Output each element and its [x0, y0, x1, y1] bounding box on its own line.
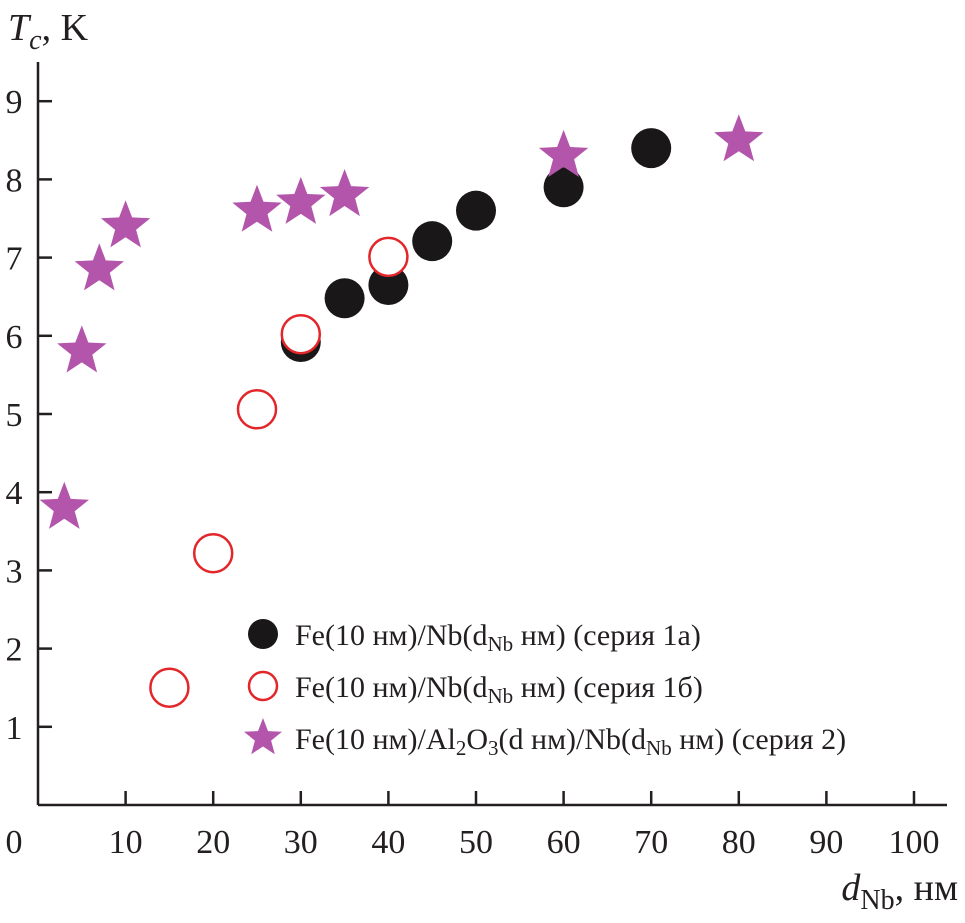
data-point-s2: [74, 243, 124, 291]
y-tick-label: 3: [6, 553, 23, 590]
data-point-s1b: [236, 389, 278, 430]
legend: Fe(10 нм)/Nb(dNb нм) (серия 1а) Fe(10 нм…: [244, 619, 846, 760]
data-point-s2: [232, 184, 282, 232]
legend-label-series-1b: Fe(10 нм)/Nb(dNb нм) (серия 1б): [295, 671, 703, 708]
legend-entry-series-2: Fe(10 нм)/Al2O3(d нм)/Nb(dNb нм) (серия …: [244, 718, 846, 760]
legend-marker-filled-circle: [248, 619, 278, 649]
data-point-s1b: [192, 532, 234, 574]
data-point-s1a: [412, 221, 453, 262]
legend-entry-series-1b: Fe(10 нм)/Nb(dNb нм) (серия 1б): [247, 670, 703, 708]
data-point-s1b: [280, 313, 322, 355]
x-tick-label: 20: [196, 824, 230, 861]
y-tick-label: 7: [6, 241, 23, 278]
x-axis-title-sub: Nb: [860, 885, 894, 916]
series-s2: [39, 114, 764, 529]
x-axis-title-unit: , нм: [895, 867, 958, 909]
data-point-s1a: [324, 278, 365, 319]
data-point-s2: [57, 325, 107, 373]
data-point-s1a: [631, 128, 672, 169]
x-tick-label: 100: [889, 824, 940, 861]
data-point-s1a: [368, 264, 409, 305]
series-s1a: [280, 128, 672, 363]
x-tick-label: 60: [547, 824, 581, 861]
data-marks: [39, 114, 764, 708]
data-point-s1b: [368, 236, 409, 278]
y-tick-label: 9: [6, 84, 23, 121]
legend-swatch-s1a: [248, 619, 278, 649]
data-point-s2: [100, 200, 151, 248]
x-tick-label: 70: [634, 824, 668, 861]
y-tick-label: 5: [6, 397, 23, 434]
legend-marker-star: [244, 718, 282, 755]
legend-label-series-1a: Fe(10 нм)/Nb(dNb нм) (серия 1а): [295, 619, 701, 656]
y-axis-title-main: T: [8, 7, 32, 49]
y-ticks: 1 2 3 4 5 6 7 8 9: [6, 84, 52, 747]
y-tick-label: 1: [6, 710, 23, 747]
x-axis-title: dNb, нм: [841, 867, 958, 916]
y-axis-title: Tc, K: [8, 7, 89, 56]
x-tick-label: 50: [459, 824, 493, 861]
x-tick-label: 10: [109, 824, 143, 861]
series-s1b: [149, 236, 409, 708]
data-point-s2: [276, 176, 326, 224]
legend-swatch-s2: [244, 718, 282, 755]
data-point-s1a: [456, 190, 496, 231]
x-tick-label: 30: [284, 824, 318, 861]
y-tick-label: 4: [6, 475, 23, 512]
y-tick-label: 6: [6, 319, 23, 356]
data-point-s1b: [149, 667, 190, 708]
x-ticks: 0 10 20 30 40 50 60 70 80 90 100: [6, 791, 940, 861]
data-point-s2: [319, 169, 370, 217]
y-axis-title-unit: , K: [42, 7, 89, 49]
x-tick-label: 90: [809, 824, 843, 861]
x-tick-label: 80: [722, 824, 756, 861]
y-tick-label: 2: [6, 632, 23, 669]
legend-marker-open-circle: [247, 670, 279, 702]
legend-label-series-2: Fe(10 нм)/Al2O3(d нм)/Nb(dNb нм) (серия …: [295, 723, 846, 760]
axes: 0 10 20 30 40 50 60 70 80 90 100 1 2 3 4 5 6 7 8 9: [6, 62, 947, 861]
data-point-s2: [714, 114, 764, 162]
x-tick-label: 0: [6, 824, 23, 861]
x-axis-title-main: d: [841, 867, 861, 909]
data-point-s2: [538, 129, 589, 177]
data-point-s2: [39, 481, 89, 529]
x-tick-label: 40: [371, 824, 405, 861]
legend-swatch-s1b: [247, 670, 279, 702]
legend-entry-series-1a: Fe(10 нм)/Nb(dNb нм) (серия 1а): [248, 619, 701, 656]
y-tick-label: 8: [6, 162, 23, 199]
data-point-s1a: [543, 167, 584, 208]
y-axis-title-sub: c: [29, 25, 42, 56]
